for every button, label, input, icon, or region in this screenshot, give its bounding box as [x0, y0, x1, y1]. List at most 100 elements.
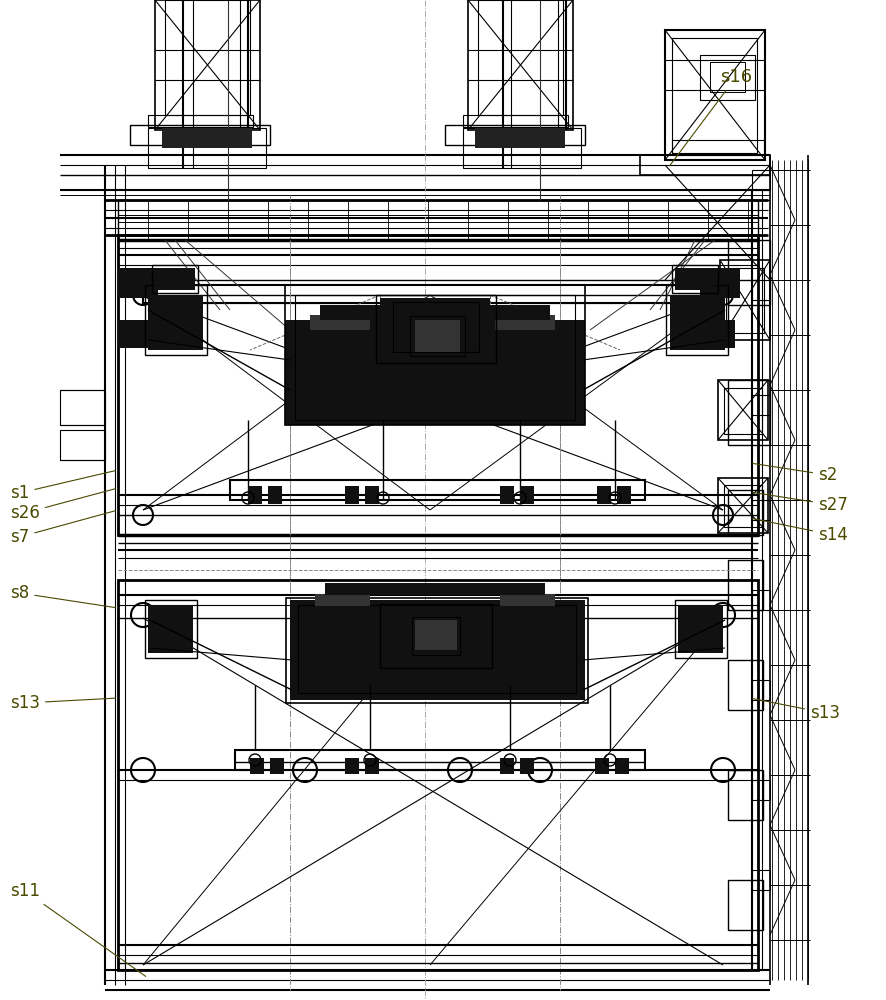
Bar: [520, 758, 534, 774]
Bar: [672, 265, 718, 293]
Bar: [286, 598, 588, 703]
Bar: [500, 486, 514, 504]
Bar: [728, 880, 763, 930]
Bar: [665, 30, 765, 160]
Bar: [728, 240, 770, 305]
Bar: [675, 600, 727, 658]
Bar: [752, 590, 770, 610]
Bar: [148, 115, 253, 127]
Bar: [235, 750, 645, 770]
Bar: [270, 758, 284, 774]
Text: s2: s2: [753, 463, 837, 484]
Bar: [118, 268, 158, 298]
Bar: [155, 268, 195, 290]
Bar: [752, 500, 770, 520]
Bar: [165, 0, 250, 115]
Text: s13: s13: [753, 699, 840, 722]
Bar: [752, 780, 770, 800]
Bar: [678, 605, 723, 653]
Bar: [325, 583, 545, 595]
Bar: [617, 486, 631, 504]
Bar: [118, 320, 153, 348]
Bar: [412, 617, 460, 655]
Bar: [310, 315, 370, 330]
Bar: [345, 758, 359, 774]
Bar: [666, 285, 728, 355]
Bar: [380, 298, 490, 358]
Bar: [595, 758, 609, 774]
Bar: [670, 295, 725, 350]
Bar: [130, 125, 270, 145]
Bar: [148, 295, 203, 350]
Bar: [155, 0, 260, 130]
Bar: [463, 128, 581, 168]
Bar: [718, 478, 768, 533]
Bar: [290, 600, 585, 700]
Bar: [728, 380, 770, 445]
Bar: [752, 395, 770, 415]
Bar: [393, 302, 479, 352]
Bar: [495, 315, 555, 330]
Text: s16: s16: [670, 68, 752, 166]
Bar: [383, 608, 488, 663]
Bar: [60, 390, 105, 425]
Bar: [152, 265, 198, 293]
Bar: [445, 125, 585, 145]
Bar: [728, 770, 763, 820]
Bar: [268, 486, 282, 504]
Bar: [148, 605, 193, 653]
Bar: [752, 170, 770, 190]
Text: s7: s7: [10, 511, 115, 546]
Bar: [230, 480, 645, 500]
Bar: [320, 305, 550, 320]
Bar: [752, 680, 770, 700]
Bar: [415, 620, 457, 650]
Bar: [380, 604, 492, 668]
Bar: [345, 486, 359, 504]
Text: s13: s13: [10, 694, 115, 712]
Bar: [118, 235, 758, 535]
Bar: [376, 295, 496, 363]
Bar: [710, 62, 745, 92]
Bar: [365, 758, 379, 774]
Text: s14: s14: [753, 519, 848, 544]
Bar: [285, 320, 585, 425]
Bar: [724, 388, 762, 434]
Bar: [520, 486, 534, 504]
Bar: [285, 285, 585, 425]
Text: s8: s8: [10, 584, 115, 608]
Bar: [752, 870, 770, 890]
Bar: [250, 758, 264, 774]
Bar: [728, 560, 763, 610]
Text: s11: s11: [10, 882, 145, 976]
Bar: [60, 430, 105, 460]
Bar: [718, 380, 768, 440]
Bar: [700, 268, 740, 298]
Text: s27: s27: [753, 492, 848, 514]
Bar: [597, 486, 611, 504]
Bar: [475, 128, 565, 148]
Bar: [295, 295, 575, 420]
Bar: [752, 280, 770, 300]
Bar: [145, 285, 207, 355]
Bar: [724, 485, 762, 527]
Bar: [640, 155, 770, 175]
Bar: [118, 580, 758, 970]
Bar: [700, 55, 755, 100]
Bar: [728, 490, 763, 535]
Bar: [478, 0, 563, 115]
Bar: [463, 115, 568, 127]
Bar: [726, 268, 764, 333]
Bar: [315, 594, 370, 606]
Text: s1: s1: [10, 471, 115, 502]
Bar: [365, 486, 379, 504]
Bar: [468, 0, 573, 130]
Bar: [143, 285, 723, 303]
Bar: [118, 200, 758, 240]
Bar: [700, 320, 735, 348]
Bar: [675, 268, 715, 290]
Bar: [500, 594, 555, 606]
Bar: [162, 128, 252, 148]
Bar: [145, 600, 197, 658]
Bar: [298, 605, 576, 693]
